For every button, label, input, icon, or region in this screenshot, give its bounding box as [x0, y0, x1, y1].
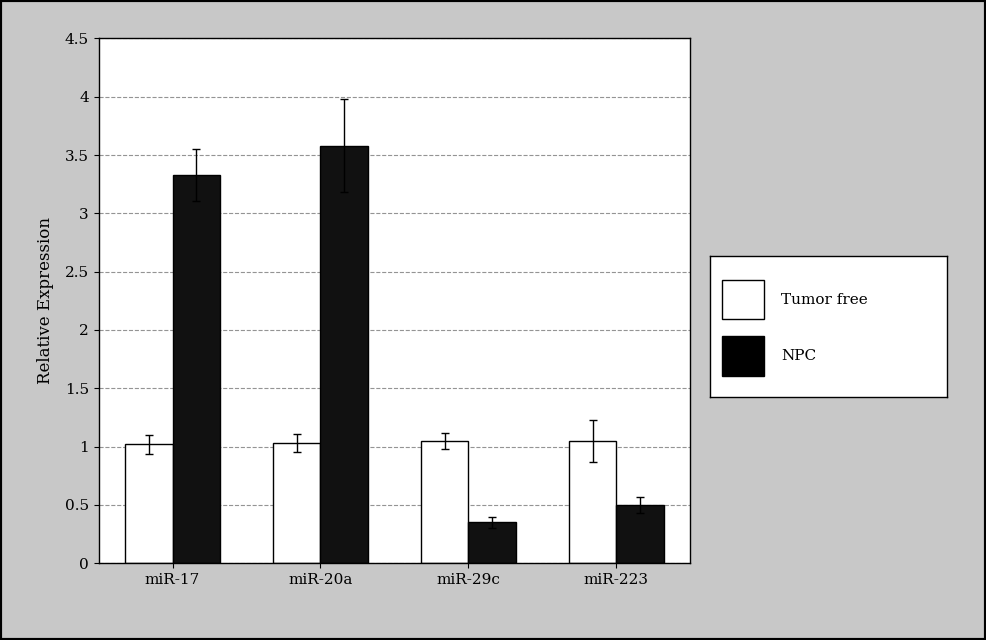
- FancyBboxPatch shape: [722, 280, 764, 319]
- Bar: [569, 441, 616, 563]
- Bar: [468, 522, 516, 563]
- FancyBboxPatch shape: [722, 336, 764, 376]
- Text: Tumor free: Tumor free: [781, 292, 868, 307]
- Bar: [320, 146, 368, 563]
- Bar: [273, 443, 320, 563]
- Text: NPC: NPC: [781, 349, 816, 363]
- Bar: [616, 505, 664, 563]
- Bar: [125, 444, 173, 563]
- Bar: [173, 175, 220, 563]
- Bar: [421, 441, 468, 563]
- Y-axis label: Relative Expression: Relative Expression: [36, 218, 53, 384]
